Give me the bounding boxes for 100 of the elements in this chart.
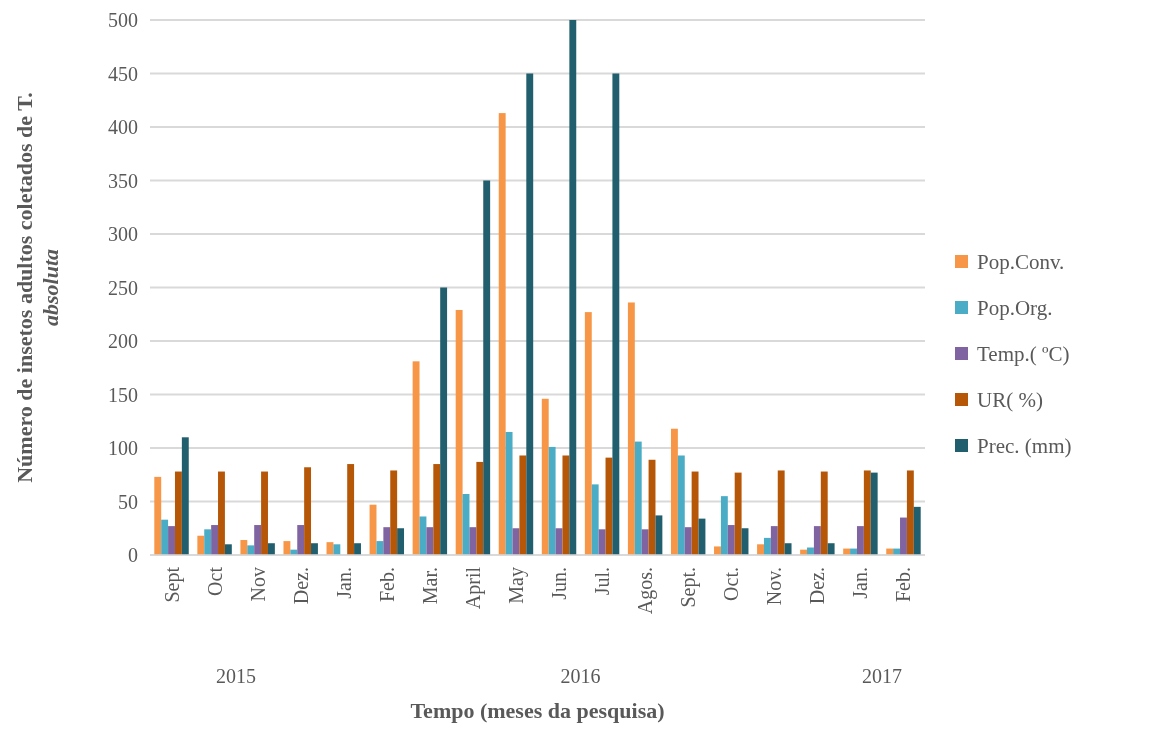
bar bbox=[483, 180, 491, 555]
bar bbox=[727, 525, 735, 555]
bar bbox=[634, 441, 642, 555]
x-tick-label: Jan. bbox=[332, 567, 355, 599]
x-tick-label: Dez. bbox=[806, 567, 829, 605]
bar bbox=[333, 544, 341, 555]
x-tick-label: Jul. bbox=[591, 567, 614, 596]
bar bbox=[584, 312, 592, 555]
bar bbox=[254, 525, 262, 555]
x-axis-title: Tempo (meses da pesquisa) bbox=[410, 698, 665, 723]
bar bbox=[863, 470, 871, 555]
bar bbox=[297, 525, 305, 555]
bar bbox=[440, 287, 448, 555]
bar bbox=[218, 471, 225, 555]
bar bbox=[390, 470, 398, 555]
bar bbox=[770, 526, 778, 555]
y-tick-label: 50 bbox=[118, 490, 138, 513]
bar bbox=[548, 446, 556, 555]
bar bbox=[161, 519, 169, 555]
x-tick-label: Jan. bbox=[849, 567, 872, 599]
bar bbox=[154, 476, 162, 555]
bar bbox=[670, 428, 678, 555]
bar bbox=[240, 540, 248, 555]
bar bbox=[267, 543, 275, 555]
bar bbox=[519, 455, 527, 555]
bar bbox=[677, 455, 685, 555]
y-tick-label: 250 bbox=[108, 276, 138, 299]
y-tick-label: 100 bbox=[108, 437, 138, 459]
x-tick-label: May bbox=[504, 567, 528, 604]
bar bbox=[181, 437, 189, 555]
bar bbox=[383, 527, 391, 555]
bar bbox=[612, 73, 620, 555]
bar bbox=[174, 471, 182, 555]
y-tick-label: 0 bbox=[128, 544, 138, 566]
text: 2015 bbox=[216, 665, 257, 687]
bar bbox=[526, 73, 534, 555]
bar bbox=[498, 113, 506, 555]
bar bbox=[354, 543, 361, 555]
x-tick-label: Jun. bbox=[548, 567, 571, 600]
y-tick-label: 450 bbox=[108, 62, 138, 85]
bar bbox=[455, 309, 463, 555]
bar bbox=[684, 527, 692, 555]
x-tick-label: Sept. bbox=[677, 567, 701, 608]
text: 2016 bbox=[560, 665, 601, 687]
bar bbox=[283, 541, 291, 555]
x-tick-label: Dez. bbox=[289, 567, 312, 605]
bar bbox=[627, 302, 635, 555]
bar bbox=[426, 527, 434, 555]
x-tick-label: Feb. bbox=[375, 567, 398, 602]
y-tick-label: 300 bbox=[108, 223, 138, 245]
bar bbox=[856, 526, 864, 555]
legend-label: Temp.( ºC) bbox=[977, 342, 1070, 367]
x-tick-label: Agos. bbox=[634, 567, 658, 615]
bar bbox=[870, 472, 878, 555]
bar bbox=[311, 543, 318, 555]
bar bbox=[168, 526, 175, 555]
bar bbox=[562, 455, 570, 555]
bar bbox=[714, 546, 721, 555]
bar bbox=[197, 535, 205, 555]
bar bbox=[598, 529, 606, 555]
bar bbox=[397, 528, 405, 555]
y-tick-label: 400 bbox=[108, 116, 138, 138]
bar bbox=[204, 529, 212, 555]
y-tick-label: 200 bbox=[108, 330, 138, 352]
text: 2017 bbox=[861, 665, 902, 687]
bar bbox=[641, 529, 649, 555]
y-tick-label: 350 bbox=[108, 169, 138, 192]
bar bbox=[261, 471, 268, 555]
x-tick-label: Feb. bbox=[892, 567, 915, 602]
bar bbox=[913, 506, 921, 555]
legend-label: Prec. (mm) bbox=[977, 434, 1072, 459]
bar bbox=[900, 517, 907, 555]
bar bbox=[720, 496, 728, 555]
bar bbox=[820, 471, 828, 555]
bar bbox=[763, 537, 771, 555]
bar bbox=[469, 527, 477, 555]
bar bbox=[224, 544, 232, 555]
bar bbox=[347, 464, 355, 555]
bar bbox=[304, 467, 312, 555]
bar bbox=[906, 470, 914, 555]
bar bbox=[476, 461, 484, 555]
bar bbox=[734, 472, 742, 555]
bar bbox=[541, 398, 549, 555]
bar bbox=[433, 464, 441, 555]
legend-label: UR( %) bbox=[977, 388, 1043, 413]
bar bbox=[505, 431, 513, 555]
bar bbox=[247, 545, 255, 555]
bar bbox=[569, 20, 577, 555]
bar bbox=[757, 544, 764, 555]
x-tick-label: April bbox=[461, 566, 485, 610]
bar bbox=[591, 484, 599, 555]
bar bbox=[376, 541, 384, 555]
x-tick-label: Oct. bbox=[720, 567, 743, 601]
bar bbox=[655, 515, 663, 555]
bar bbox=[691, 471, 699, 555]
bar bbox=[784, 543, 792, 555]
x-tick-label: Sept bbox=[160, 566, 184, 603]
y-axis-title: Número de insetos adultos coletados de T. absoluta bbox=[12, 92, 63, 483]
x-tick-label: Nov bbox=[246, 567, 269, 602]
bar bbox=[412, 361, 420, 555]
